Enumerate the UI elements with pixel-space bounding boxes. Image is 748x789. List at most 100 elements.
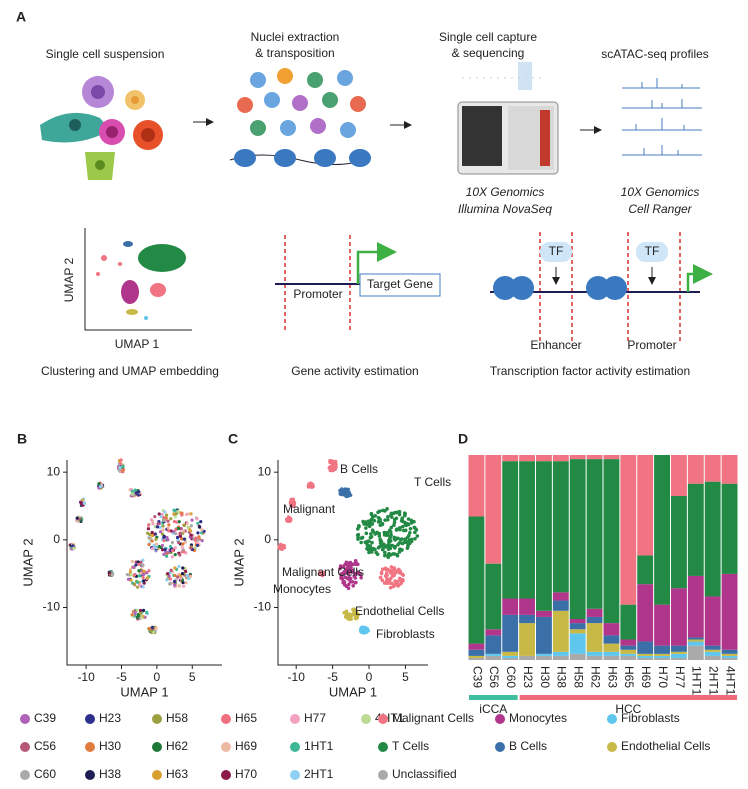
umap-dot — [392, 545, 397, 549]
bar-segment — [620, 653, 637, 656]
umap-dot — [392, 535, 397, 540]
panel-label: D — [458, 431, 468, 447]
umap-dot — [173, 531, 178, 536]
x-tick-label: -5 — [116, 670, 127, 684]
bar-segment — [687, 639, 704, 642]
umap-dot — [172, 512, 176, 516]
umap-dot — [378, 575, 383, 580]
umap-dot — [138, 608, 143, 613]
legend-label: Malignant Cells — [392, 711, 474, 725]
umap-dot — [363, 522, 368, 526]
bar-segment — [721, 653, 738, 656]
umap-dot — [383, 553, 387, 558]
bar-segment — [620, 645, 637, 650]
bar-segment — [704, 645, 721, 650]
gene-activity-illustration — [275, 235, 441, 330]
bar-segment — [671, 653, 687, 658]
umap-dot — [368, 532, 373, 536]
umap-dot — [181, 546, 185, 550]
umap-dot — [185, 573, 189, 577]
legend-label: H63 — [166, 767, 188, 781]
x-axis-label: UMAP 1 — [120, 684, 168, 699]
umap-dot — [154, 626, 158, 631]
legend-label: H23 — [99, 711, 121, 725]
umap-dot — [396, 536, 400, 541]
cluster-label: Monocytes — [273, 582, 331, 596]
umap-dot — [149, 518, 154, 522]
x-tick-label: 2HT1 — [707, 666, 721, 696]
umap-dot — [388, 571, 393, 575]
umap-dot — [142, 579, 146, 583]
umap-dot — [373, 514, 378, 518]
umap-dot — [285, 518, 290, 523]
umap-dot — [345, 561, 350, 566]
umap-dot — [403, 528, 408, 533]
umap-dot — [182, 550, 186, 554]
umap-dot — [162, 518, 166, 523]
umap-dot — [148, 532, 152, 537]
bar-segment — [485, 655, 502, 660]
bar-segment — [603, 655, 620, 660]
umap-dot — [379, 571, 384, 576]
umap-dot — [369, 521, 374, 526]
umap-dot — [199, 520, 203, 524]
umap-dot — [372, 518, 377, 523]
umap-dot — [179, 576, 183, 580]
bar-segment — [637, 584, 654, 642]
umap-dot — [307, 482, 312, 487]
umap-dot — [378, 539, 383, 544]
umap-dot — [346, 586, 351, 591]
axis-label: UMAP 1 — [115, 337, 160, 351]
umap-dot — [168, 581, 172, 585]
umap-dot — [200, 539, 204, 543]
umap-dot — [387, 538, 391, 543]
umap-dot — [176, 540, 181, 545]
umap-dot — [368, 544, 373, 548]
platform-label: 10X Genomics — [466, 185, 545, 199]
umap-dot — [389, 525, 394, 530]
bar-segment — [637, 653, 654, 656]
group-bar — [469, 695, 518, 700]
umap-dot — [164, 513, 169, 517]
region-label: Promoter — [627, 338, 676, 352]
bar-segment — [620, 649, 637, 654]
umap-dot — [389, 533, 393, 537]
umap-dot — [360, 625, 364, 630]
bar-segment — [519, 461, 535, 599]
umap-dot — [142, 569, 146, 573]
umap-dot — [383, 550, 387, 555]
legend-label: Endothelial Cells — [621, 739, 710, 753]
bar-segment — [502, 614, 519, 652]
umap-dot — [158, 530, 163, 534]
umap-dot — [173, 573, 177, 578]
x-tick-label: C39 — [470, 666, 484, 688]
umap-dot — [137, 583, 142, 587]
platform-label: 10X Genomics — [621, 185, 700, 199]
umap-dot — [162, 539, 166, 543]
legend-swatch — [495, 714, 505, 724]
legend-swatch — [378, 770, 388, 780]
umap-dot — [196, 531, 200, 535]
umap-dot — [117, 468, 122, 472]
umap-dot — [403, 512, 408, 516]
bar-segment — [654, 604, 670, 646]
axis-line — [277, 460, 428, 666]
umap-dot — [99, 484, 103, 489]
profile-tracks — [622, 78, 702, 156]
bar-segment — [586, 651, 603, 656]
umap-dot — [369, 512, 374, 517]
bar-segment — [620, 639, 637, 646]
x-tick-label: C56 — [487, 666, 501, 688]
umap-dot — [350, 570, 355, 574]
legend-label: H70 — [235, 767, 257, 781]
umap-dot — [406, 544, 410, 549]
bar-segment — [485, 635, 502, 654]
umap-dot — [376, 520, 381, 524]
bar-segment — [552, 461, 569, 593]
bar-segment — [502, 461, 519, 599]
umap-dot — [130, 559, 134, 564]
umap-dot — [368, 547, 373, 551]
bar-segment — [502, 455, 519, 462]
step-label: Nuclei extraction — [251, 30, 340, 44]
axis-line — [66, 460, 222, 666]
